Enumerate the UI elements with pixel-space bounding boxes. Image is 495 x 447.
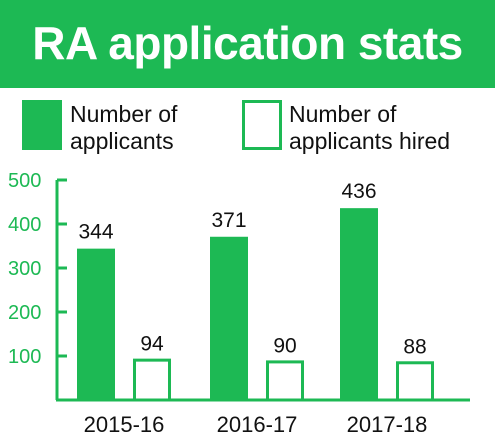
x-tick-label: 2015-16 <box>84 412 165 437</box>
data-label-applicants: 344 <box>78 221 113 244</box>
chart-title: RA application stats <box>32 17 463 69</box>
bar-applicants <box>340 208 378 400</box>
data-label-hired: 94 <box>140 333 164 356</box>
y-tick-label: 200 <box>8 302 41 324</box>
bar-hired <box>266 360 304 402</box>
bar-applicants <box>77 248 115 400</box>
data-label-applicants: 436 <box>341 180 376 203</box>
y-tick-label: 100 <box>8 346 41 368</box>
legend-label-hired: Number of applicants hired <box>289 101 450 155</box>
x-tick-label: 2016-17 <box>217 412 298 437</box>
legend-label-applicants-line2: applicants <box>70 128 174 154</box>
y-tick-label: 300 <box>8 258 41 280</box>
data-label-applicants: 371 <box>211 209 246 232</box>
legend-label-applicants-line1: Number of <box>70 101 178 127</box>
legend-swatch-hired <box>242 100 282 150</box>
bar-hired <box>133 358 171 402</box>
data-label-hired: 88 <box>403 335 426 358</box>
legend-label-applicants: Number of applicants <box>70 101 177 155</box>
bar-applicants <box>210 236 248 400</box>
bar-hired <box>396 361 434 402</box>
y-tick-label: 500 <box>8 170 41 192</box>
y-tick-label: 400 <box>8 214 41 236</box>
legend-label-hired-line2: applicants hired <box>289 128 451 154</box>
title-banner: RA application stats <box>0 0 495 88</box>
legend-swatch-applicants <box>22 100 62 150</box>
legend-label-hired-line1: Number of <box>289 101 397 127</box>
data-label-hired: 90 <box>273 334 296 357</box>
x-tick-label: 2017-18 <box>347 412 428 437</box>
